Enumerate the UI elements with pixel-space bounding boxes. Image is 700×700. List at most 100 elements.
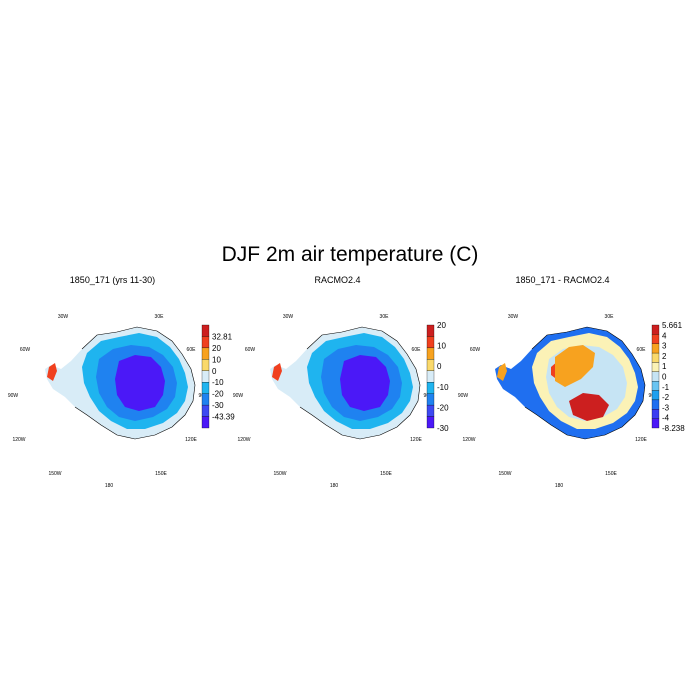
colorbar-swatch <box>201 336 210 349</box>
lon-label-150e: 150E <box>155 471 167 477</box>
lon-label-180: 180 <box>330 483 339 489</box>
lon-label-150e: 150E <box>605 471 617 477</box>
panel-title: 1850_171 (yrs 11-30) <box>69 275 156 285</box>
coastline <box>524 326 646 440</box>
colorbar-swatch <box>651 399 660 410</box>
lon-label-60e: 60E <box>187 347 197 353</box>
colorbar-tick-label: 10 <box>212 355 221 364</box>
figure-title: DJF 2m air temperature (C) <box>221 243 479 266</box>
colorbar-swatch <box>201 347 210 360</box>
panel-difference: 1850_171 - RACMO2.4 30W30E60W60E90W90E12… <box>458 275 700 489</box>
lon-label-60w: 60W <box>245 347 256 353</box>
lon-label-180: 180 <box>105 483 114 489</box>
colorbar-tick-label: 3 <box>662 342 667 351</box>
colorbar-tick-label: -43.39 <box>212 413 235 422</box>
colorbar-swatch <box>426 359 435 371</box>
antarctic-map-racmo: 30W30E60W60E90W90E120W120E150W150E180201… <box>233 314 449 489</box>
panel-title: RACMO2.4 <box>314 275 361 285</box>
colorbar-swatch <box>651 352 660 363</box>
colorbar-tick-label: 2 <box>662 352 667 361</box>
colorbar-swatch <box>201 404 210 417</box>
lon-label-60w: 60W <box>470 347 481 353</box>
lon-label-60e: 60E <box>412 347 422 353</box>
colorbar-swatch <box>426 393 435 406</box>
colorbar-tick-label: -10 <box>437 383 449 392</box>
lon-label-120w: 120W <box>12 437 25 443</box>
lon-label-30w: 30W <box>508 314 519 320</box>
colorbar: 20 10 0 -10 -20 -30 <box>426 321 449 433</box>
colorbar-swatch <box>201 416 210 429</box>
colorbar-tick-label: 1 <box>662 362 667 371</box>
colorbar-swatch <box>426 382 435 394</box>
colorbar-tick-label: -3 <box>662 403 670 412</box>
colorbar-swatch <box>426 370 435 383</box>
colorbar-tick-label: 5.661 <box>662 321 683 330</box>
colorbar-swatch <box>651 381 660 391</box>
field-core <box>340 355 390 411</box>
colorbar: 32.81 20 10 0 -10 -20 -30 -43.39 <box>201 324 235 429</box>
field-warm3 <box>555 345 595 387</box>
colorbar-swatch <box>426 347 435 360</box>
colorbar-tick-label: 4 <box>662 331 667 340</box>
colorbar-swatch <box>426 324 435 337</box>
lon-label-90w: 90W <box>8 393 19 399</box>
field-core <box>115 355 165 411</box>
colorbar-tick-label: -20 <box>437 403 449 412</box>
colorbar-swatch <box>201 359 210 371</box>
colorbar-tick-label: -30 <box>212 401 224 410</box>
colorbar-swatch <box>651 343 660 354</box>
colorbar-tick-label: -20 <box>212 390 224 399</box>
lon-label-180: 180 <box>555 483 564 489</box>
lon-label-150w: 150W <box>273 471 286 477</box>
colorbar-swatch <box>651 324 660 335</box>
colorbar-tick-label: 20 <box>437 321 446 330</box>
colorbar-swatch <box>651 390 660 401</box>
field-warm2 <box>569 393 609 421</box>
peninsula-patch <box>47 363 57 381</box>
lon-label-30e: 30E <box>155 314 165 320</box>
colorbar-tick-label: -30 <box>437 424 449 433</box>
lon-label-30w: 30W <box>283 314 294 320</box>
antarctic-map-difference: 30W30E60W60E90W90E120W120E150W150E1805.6… <box>458 314 685 489</box>
lon-label-60e: 60E <box>637 347 647 353</box>
colorbar-tick-label: -1 <box>662 383 670 392</box>
colorbar-swatch <box>651 362 660 372</box>
lon-label-120e: 120E <box>635 437 647 443</box>
colorbar-swatch <box>651 409 660 419</box>
colorbar-swatch <box>201 370 210 383</box>
peninsula-patch <box>272 363 282 381</box>
colorbar-tick-label: 0 <box>212 367 217 376</box>
lon-label-120e: 120E <box>185 437 197 443</box>
colorbar-swatch <box>426 336 435 349</box>
colorbar-swatch <box>426 416 435 429</box>
colorbar-swatch <box>201 393 210 406</box>
colorbar-swatch <box>201 324 210 337</box>
colorbar-tick-label: 0 <box>437 362 442 371</box>
lon-label-90w: 90W <box>233 393 244 399</box>
lon-label-30e: 30E <box>605 314 615 320</box>
antarctic-map-model: 30W30E60W60E90W90E120W120E150W150E18032.… <box>8 314 235 489</box>
colorbar-tick-label: -2 <box>662 393 670 402</box>
lon-label-120w: 120W <box>237 437 250 443</box>
lon-label-120w: 120W <box>462 437 475 443</box>
colorbar-tick-label: -4 <box>662 414 670 423</box>
peninsula-patch <box>497 363 507 381</box>
lon-label-120e: 120E <box>410 437 422 443</box>
panel-racmo: RACMO2.4 30W30E60W60E90W90E120W120E150W1… <box>233 275 475 489</box>
lon-label-150w: 150W <box>48 471 61 477</box>
coastline <box>299 326 421 440</box>
coastline <box>74 326 196 440</box>
colorbar-tick-label: -8.238 <box>662 424 685 433</box>
lon-label-30e: 30E <box>380 314 390 320</box>
colorbar-tick-label: -10 <box>212 378 224 387</box>
colorbar-tick-label: 32.81 <box>212 332 233 341</box>
colorbar-swatch <box>651 334 660 344</box>
lon-label-90w: 90W <box>458 393 469 399</box>
colorbar-swatch <box>651 371 660 382</box>
colorbar-tick-label: 10 <box>437 342 446 351</box>
panel-title: 1850_171 - RACMO2.4 <box>515 275 610 285</box>
colorbar-tick-label: 0 <box>662 373 667 382</box>
colorbar-swatch <box>426 404 435 417</box>
lon-label-150w: 150W <box>498 471 511 477</box>
